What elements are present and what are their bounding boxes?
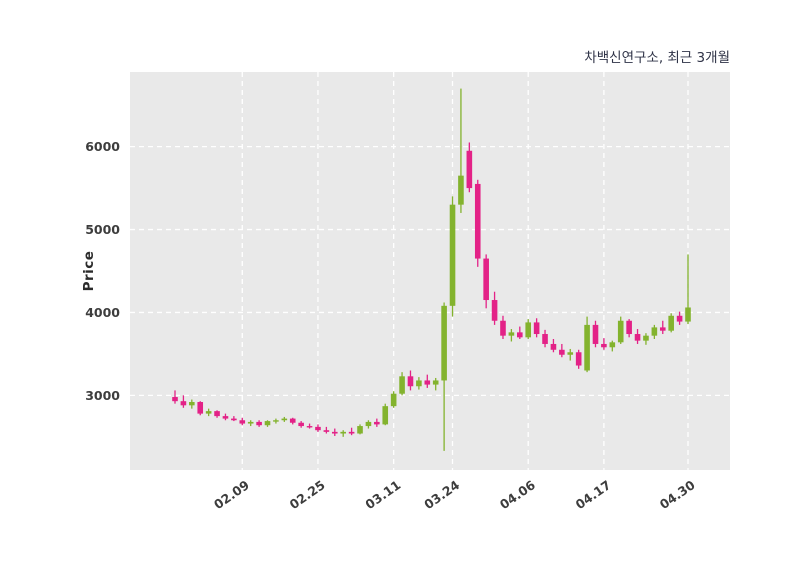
candle-body [458, 175, 464, 205]
candle-body [592, 324, 599, 344]
candle-body [222, 416, 229, 419]
x-tick-label: 04.06 [497, 477, 538, 512]
candle-body [533, 322, 540, 335]
candle-body [525, 322, 532, 338]
y-tick-label: 5000 [85, 222, 120, 237]
candle-body [189, 402, 195, 406]
candle-body [315, 426, 321, 431]
candle-body [466, 150, 473, 189]
candle-body [474, 183, 481, 259]
candle-body [180, 401, 187, 406]
y-tick-label: 3000 [85, 388, 120, 403]
candle-body [517, 332, 523, 338]
y-tick-label: 4000 [85, 305, 120, 320]
candle-body [323, 430, 330, 432]
candle-body [449, 204, 456, 306]
candle-body [239, 420, 246, 424]
x-tick-label: 02.25 [287, 477, 328, 512]
candle-body [298, 422, 304, 427]
candle-body [567, 352, 574, 355]
candle-body [424, 380, 431, 385]
candle-body [247, 421, 254, 424]
candle-body [651, 327, 658, 336]
plot-area [130, 72, 730, 470]
candle-body [643, 335, 649, 341]
candle-body [617, 320, 624, 343]
candle-body [390, 393, 397, 407]
candle-body [340, 431, 346, 434]
candle-body [668, 315, 674, 331]
candle-body [256, 421, 262, 426]
candle-body [491, 300, 498, 321]
candle-body [281, 418, 288, 421]
candle-body [659, 327, 666, 331]
chart-title: 차백신연구소, 최근 3개월 [584, 50, 730, 66]
candle-body [432, 380, 439, 385]
x-tick-label: 02.09 [211, 477, 252, 512]
candle-body [172, 397, 178, 402]
candle-body [231, 418, 237, 421]
candle-body [483, 258, 489, 301]
candle-body [365, 421, 372, 427]
candle-body [542, 334, 548, 344]
candle-body [500, 320, 506, 336]
candle-body [407, 376, 414, 387]
candle-body [508, 332, 515, 336]
candle-body [357, 426, 363, 434]
candle-body [550, 343, 557, 350]
candle-body [575, 352, 582, 366]
candle-body [601, 343, 607, 348]
candle-body [331, 431, 338, 434]
x-tick-label: 03.11 [362, 477, 403, 512]
candle-body [374, 421, 380, 425]
candle-body [676, 315, 683, 322]
x-tick-label: 03.24 [421, 477, 462, 512]
candle-body [584, 324, 590, 371]
candle-body [609, 342, 616, 348]
candle-body [264, 421, 271, 426]
candle-body [197, 402, 204, 414]
candle-body [348, 431, 355, 434]
candle-body [441, 305, 447, 381]
candle-body [289, 418, 296, 423]
candle-body [382, 406, 389, 425]
candle-body [416, 380, 422, 387]
candle-body [626, 320, 632, 335]
candle-body [273, 420, 279, 422]
y-tick-label: 6000 [85, 139, 120, 154]
candle-body [634, 334, 641, 341]
candle-body [306, 426, 313, 428]
x-tick-label: 04.17 [573, 477, 614, 512]
candle-body [685, 307, 691, 322]
candle-body [559, 349, 565, 355]
candle-body [399, 376, 405, 394]
x-tick-label: 04.30 [657, 477, 698, 512]
candle-body [214, 411, 220, 417]
candle-body [205, 411, 212, 414]
